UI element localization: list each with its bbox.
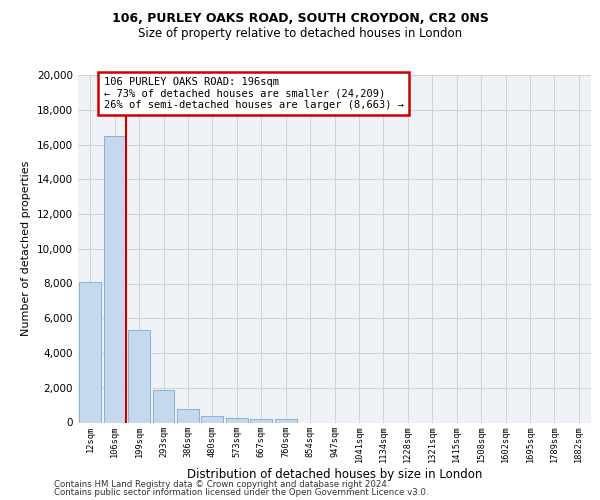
Bar xyxy=(104,136,125,422)
Bar xyxy=(250,419,272,422)
Text: Contains HM Land Registry data © Crown copyright and database right 2024.: Contains HM Land Registry data © Crown c… xyxy=(54,480,389,489)
Text: 106 PURLEY OAKS ROAD: 196sqm
← 73% of detached houses are smaller (24,209)
26% o: 106 PURLEY OAKS ROAD: 196sqm ← 73% of de… xyxy=(104,76,404,110)
Text: 106, PURLEY OAKS ROAD, SOUTH CROYDON, CR2 0NS: 106, PURLEY OAKS ROAD, SOUTH CROYDON, CR… xyxy=(112,12,488,26)
X-axis label: Distribution of detached houses by size in London: Distribution of detached houses by size … xyxy=(187,468,482,480)
Bar xyxy=(128,330,150,422)
Bar xyxy=(226,418,248,422)
Bar xyxy=(152,390,175,422)
Bar xyxy=(275,420,296,422)
Bar xyxy=(177,410,199,422)
Bar xyxy=(202,416,223,422)
Y-axis label: Number of detached properties: Number of detached properties xyxy=(22,161,31,336)
Text: Size of property relative to detached houses in London: Size of property relative to detached ho… xyxy=(138,28,462,40)
Text: Contains public sector information licensed under the Open Government Licence v3: Contains public sector information licen… xyxy=(54,488,428,497)
Bar xyxy=(79,282,101,422)
